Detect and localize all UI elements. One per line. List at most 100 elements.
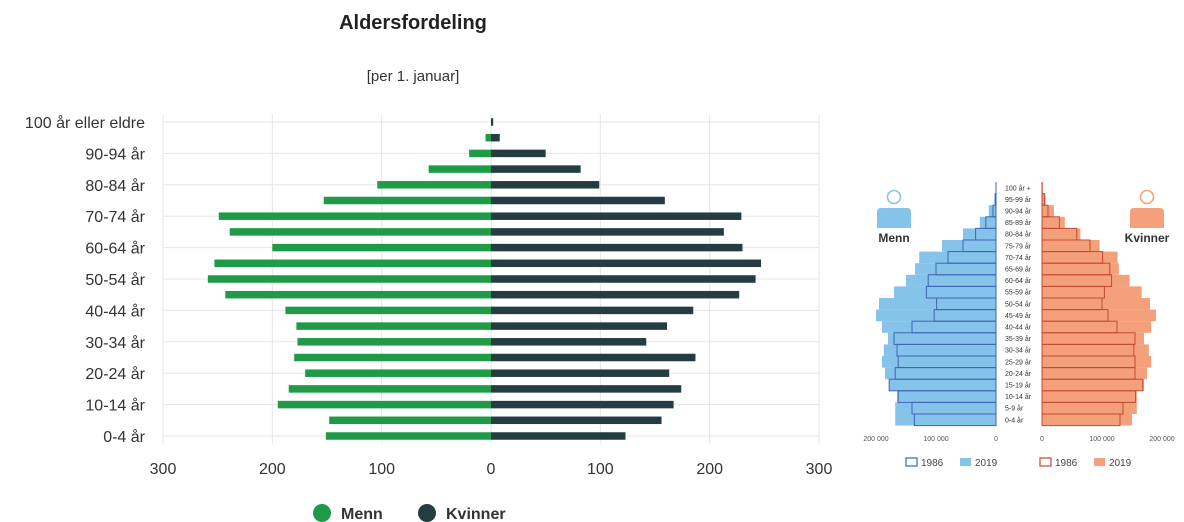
bar-kvinner-2019-5-9-r[interactable] [1042,402,1137,414]
bar-kvinner-2019-20-24-r[interactable] [1042,367,1147,380]
bar-menn-85-89-r[interactable] [428,165,491,173]
bar-kvinner-25-29-r[interactable] [491,353,696,362]
bar-kvinner-100-r-eller-eldre[interactable] [491,118,494,126]
bar-menn-40-44-r[interactable] [285,306,491,315]
bar-kvinner-2019-15-19-r[interactable] [1042,379,1144,391]
bar-menn-2019-5-9-r[interactable] [895,402,996,414]
bar-kvinner-50-54-r[interactable] [491,275,756,283]
bar-kvinner-55-59-r[interactable] [491,259,762,268]
bar-menn-2019-50-54-r[interactable] [879,298,996,310]
bar-menn-90-94-r[interactable] [469,149,491,158]
bar-kvinner-2019-10-14-r[interactable] [1042,390,1137,403]
bar-menn-2019-70-74-r[interactable] [919,251,996,264]
bar-menn-2019-85-89-r[interactable] [979,216,996,229]
bar-menn-0-4-r[interactable] [325,432,491,440]
bar-kvinner-80-84-r[interactable] [491,181,600,189]
bar-kvinner-0-4-r[interactable] [491,432,626,440]
legend-label-menn: Menn [341,506,383,522]
bar-menn-30-34-r[interactable] [297,338,491,346]
bar-menn-2019-20-24-r[interactable] [885,367,996,380]
bar-kvinner-35-39-r[interactable] [491,322,668,330]
x-tick-label: 200 [696,461,723,478]
bar-kvinner-2019-65-69-r[interactable] [1042,263,1119,275]
bar-kvinner-20-24-r[interactable] [491,369,670,377]
bar-menn-2019-10-14-r[interactable] [897,390,996,403]
bar-menn-2019-40-44-r[interactable] [882,321,996,333]
pyramid-age-label: 10-14 år [1005,393,1032,401]
bar-menn-2019-25-29-r[interactable] [882,356,996,368]
bar-menn-15-19-r[interactable] [288,385,491,393]
bar-kvinner-2019-95-99-r[interactable] [1042,193,1046,206]
bar-kvinner-30-34-r[interactable] [491,338,647,346]
legend-marker-menn [313,504,331,522]
bar-kvinner-10-14-r[interactable] [491,400,674,409]
bar-menn-25-29-r[interactable] [294,353,491,362]
bar-kvinner-2019-80-84-r[interactable] [1042,228,1081,240]
bar-kvinner-15-19-r[interactable] [491,385,682,393]
bar-menn-2019-60-64-r[interactable] [906,274,996,287]
bar-kvinner-2019-40-44-r[interactable] [1042,321,1152,333]
bar-kvinner-85-89-r[interactable] [491,165,581,173]
pyramid-age-label: 0-4 år [1005,416,1024,424]
bar-menn-45-49-r[interactable] [225,290,491,299]
bar-menn-50-54-r[interactable] [207,275,491,283]
bar-kvinner-90-94-r[interactable] [491,149,546,158]
bar-kvinner-2019-55-59-r[interactable] [1042,286,1142,298]
bar-menn-2019-35-39-r[interactable] [888,332,996,345]
bar-menn-20-24-r[interactable] [305,369,491,377]
bar-menn-2019-75-79-r[interactable] [942,240,996,252]
bar-menn-2019-15-19-r[interactable] [889,379,996,391]
bar-menn-60-64-r[interactable] [272,243,491,252]
bar-kvinner-2019-45-49-r[interactable] [1042,309,1156,322]
chart-title: Aldersfordeling [339,12,487,34]
legend-item-menn[interactable]: Menn [313,504,383,522]
pyramid-age-label: 85-89 år [1005,219,1032,227]
bar-menn-75-79-r[interactable] [323,196,491,205]
bar-kvinner-2019-50-54-r[interactable] [1042,298,1150,310]
bar-menn-2019-80-84-r[interactable] [963,228,996,240]
bar-kvinner-2019-70-74-r[interactable] [1042,251,1118,264]
pyramid-age-label: 60-64 år [1005,277,1032,285]
bar-kvinner-2019-30-34-r[interactable] [1042,344,1149,356]
bar-menn-2019-0-4-r[interactable] [895,414,996,426]
bar-menn-80-84-r[interactable] [377,181,491,189]
pyramid-age-label: 5-9 år [1005,405,1024,413]
bar-kvinner-95-99-r[interactable] [491,133,500,142]
y-tick-label: 0-4 år [103,428,145,446]
bar-menn-65-69-r[interactable] [229,228,491,236]
bar-menn-2019-65-69-r[interactable] [915,263,996,275]
bar-menn-2019-55-59-r[interactable] [894,286,996,298]
bar-menn-70-74-r[interactable] [218,212,491,220]
legend-item-kvinner[interactable]: Kvinner [418,504,506,522]
bar-menn-35-39-r[interactable] [296,322,491,330]
bar-menn-5-9-r[interactable] [329,416,491,425]
bar-menn-2019-30-34-r[interactable] [883,344,996,356]
bar-menn-95-99-r[interactable] [485,133,491,142]
pyramid-x-tick-label: 100 000 [1089,436,1114,443]
bar-kvinner-2019-75-79-r[interactable] [1042,240,1100,252]
bar-menn-2019-45-49-r[interactable] [876,309,996,322]
bar-kvinner-2019-85-89-r[interactable] [1042,216,1065,229]
bar-menn-2019-90-94-r[interactable] [988,205,996,217]
bar-kvinner-65-69-r[interactable] [491,228,724,236]
bar-kvinner-2019-0-4-r[interactable] [1042,414,1132,426]
age-distribution-chart: Aldersfordeling [per 1. januar] 100 år e… [25,12,832,522]
bar-kvinner-60-64-r[interactable] [491,243,743,252]
men-person-icon [877,189,911,228]
y-tick-label: 40-44 år [85,302,145,320]
y-tick-label: 100 år eller eldre [25,114,145,132]
bar-kvinner-2019-60-64-r[interactable] [1042,274,1130,287]
pyramid-age-label: 75-79 år [1005,242,1032,250]
y-tick-label: 10-14 år [85,397,145,415]
bar-kvinner-2019-35-39-r[interactable] [1042,332,1144,345]
bar-menn-55-59-r[interactable] [214,259,492,268]
bar-kvinner-70-74-r[interactable] [491,212,742,220]
pyramid-x-tick-label: 100 000 [923,436,948,443]
bar-kvinner-75-79-r[interactable] [491,196,665,205]
bar-kvinner-5-9-r[interactable] [491,416,662,425]
x-tick-label: 300 [150,461,177,478]
bar-kvinner-2019-25-29-r[interactable] [1042,356,1152,368]
bar-menn-10-14-r[interactable] [277,400,491,409]
bar-kvinner-40-44-r[interactable] [491,306,694,315]
bar-kvinner-45-49-r[interactable] [491,290,740,299]
